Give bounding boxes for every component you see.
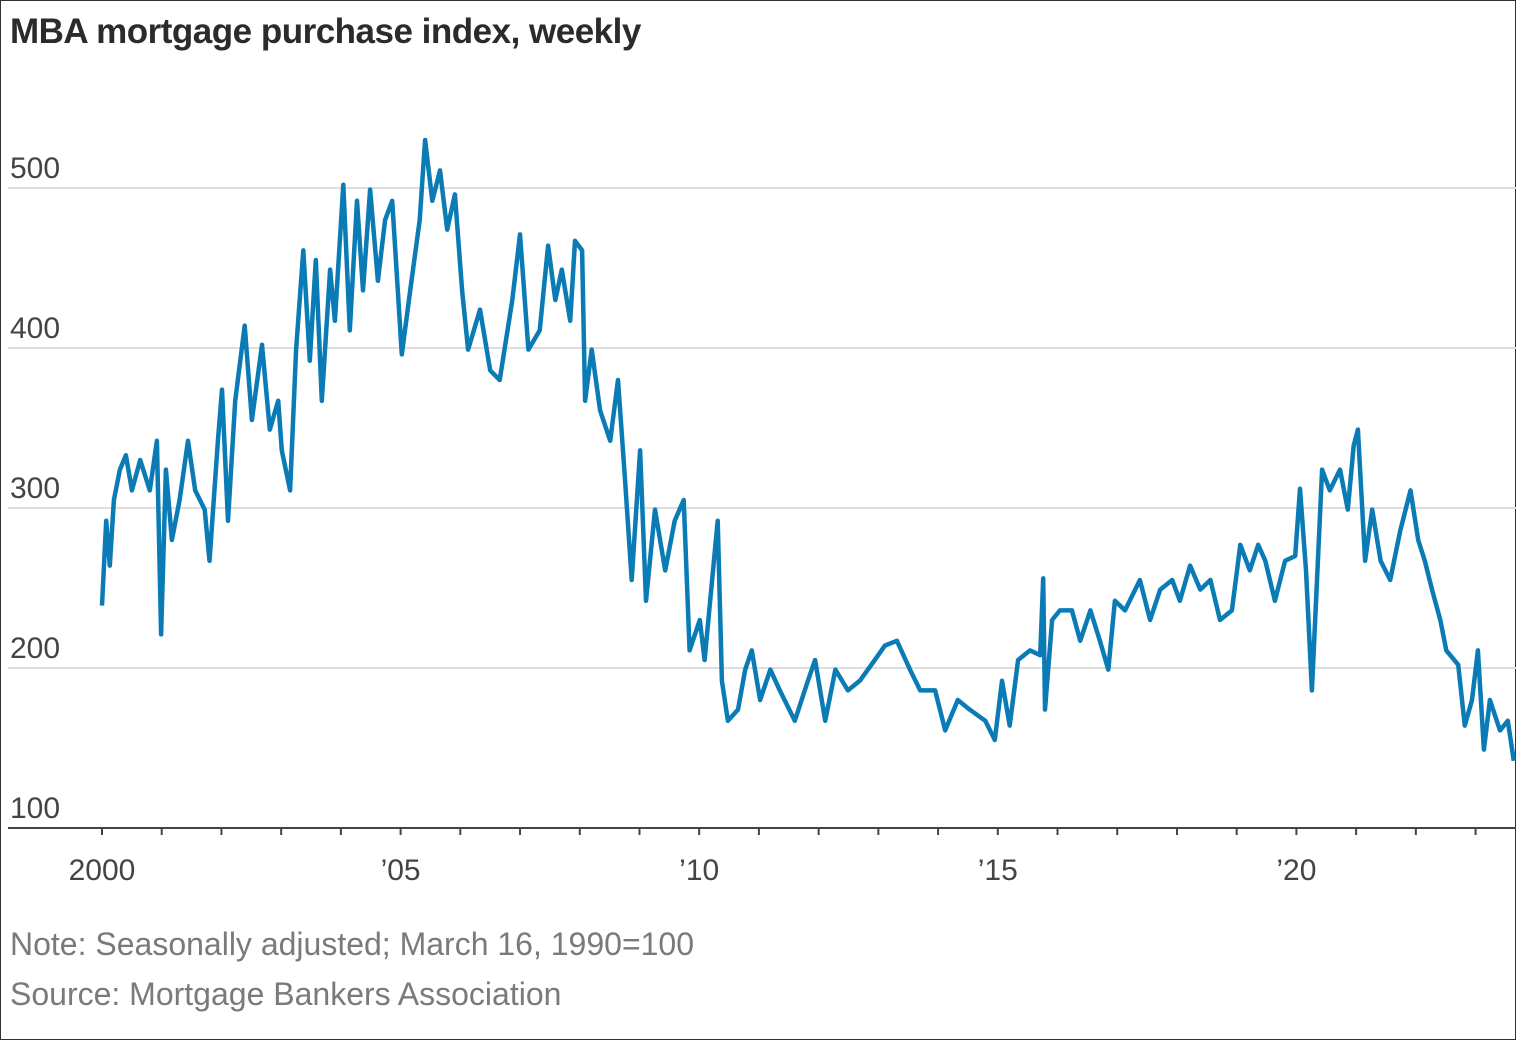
x-tick-label: 2000 (69, 854, 136, 887)
x-tick-label: ’05 (381, 854, 421, 887)
y-tick-label: 200 (10, 632, 60, 665)
y-tick-label: 400 (10, 312, 60, 345)
chart-source: Source: Mortgage Bankers Association (10, 976, 562, 1012)
x-tick-label: ’10 (679, 854, 719, 887)
series-line (99, 137, 1516, 762)
y-tick-label: 500 (10, 152, 60, 185)
chart-title: MBA mortgage purchase index, weekly (10, 12, 641, 51)
x-tick-label: ’20 (1276, 854, 1316, 887)
chart-note: Note: Seasonally adjusted; March 16, 199… (10, 926, 695, 962)
x-tick-label: ’15 (978, 854, 1018, 887)
y-tick-label: 100 (10, 792, 60, 825)
y-tick-label: 300 (10, 472, 60, 505)
